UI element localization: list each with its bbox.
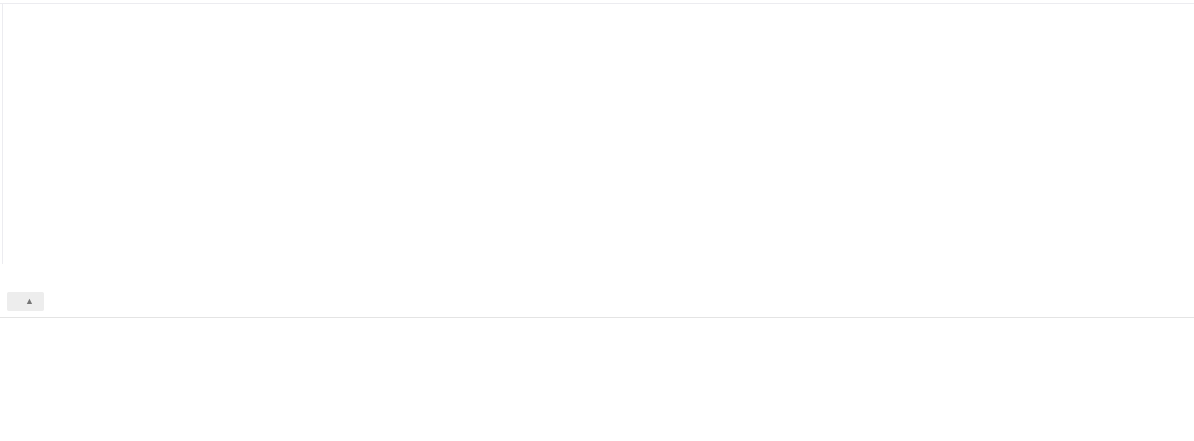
intervals-collapse-toggle[interactable]: ▲ [7, 292, 44, 311]
workout-profile-chart[interactable] [0, 358, 1194, 425]
workout-message [4, 338, 1190, 353]
chart-frame-left-border [2, 3, 3, 264]
chart-frame-top-border [0, 3, 1194, 4]
section-divider [0, 317, 1194, 318]
collapse-arrow-up-icon: ▲ [25, 296, 34, 306]
activity-time-axis [0, 264, 1194, 292]
workout-time-axis [0, 425, 1194, 441]
